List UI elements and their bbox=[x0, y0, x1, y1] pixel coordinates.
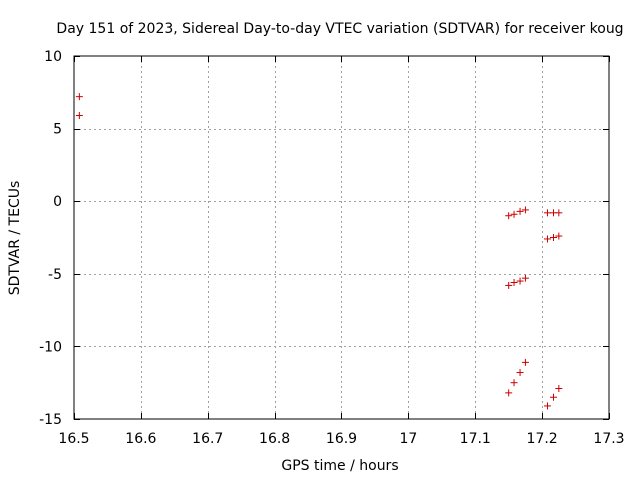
x-tick-label: 16.7 bbox=[192, 431, 223, 447]
chart-title: Day 151 of 2023, Sidereal Day-to-day VTE… bbox=[56, 21, 623, 37]
y-tick-label: -10 bbox=[39, 339, 62, 355]
data-point bbox=[555, 232, 563, 240]
data-point bbox=[510, 210, 518, 218]
data-point bbox=[521, 274, 529, 282]
data-point bbox=[505, 212, 513, 220]
y-tick-label: 0 bbox=[53, 194, 62, 210]
y-tick-label: 10 bbox=[44, 49, 62, 65]
data-point bbox=[516, 277, 524, 285]
x-tick-label: 16.8 bbox=[259, 431, 290, 447]
data-point bbox=[516, 369, 524, 377]
x-axis: 16.5 16.6 16.7 16.8 16.9 17 17.1 17.2 17.3 bbox=[58, 56, 625, 447]
data-point bbox=[543, 235, 551, 243]
data-point bbox=[505, 281, 513, 289]
y-tick-label: 5 bbox=[53, 122, 62, 138]
data-point bbox=[555, 209, 563, 217]
data-point bbox=[543, 209, 551, 217]
data-series bbox=[75, 93, 563, 410]
x-tick-label: 17.3 bbox=[593, 431, 624, 447]
data-point bbox=[521, 358, 529, 366]
data-point bbox=[521, 206, 529, 214]
data-point bbox=[549, 393, 557, 401]
x-tick-label: 16.9 bbox=[326, 431, 357, 447]
y-tick-label: -5 bbox=[48, 267, 62, 283]
x-tick-label: 17.1 bbox=[460, 431, 491, 447]
x-tick-label: 17.2 bbox=[527, 431, 558, 447]
data-point bbox=[510, 279, 518, 287]
x-tick-label: 16.6 bbox=[125, 431, 156, 447]
data-point bbox=[75, 112, 83, 120]
data-point bbox=[75, 93, 83, 101]
y-tick-label: -15 bbox=[39, 412, 62, 428]
data-point bbox=[505, 389, 513, 397]
x-tick-label: 17 bbox=[399, 431, 417, 447]
x-axis-label: GPS time / hours bbox=[281, 458, 398, 474]
grid-lines bbox=[74, 56, 609, 419]
data-point bbox=[543, 402, 551, 410]
x-tick-label: 16.5 bbox=[58, 431, 89, 447]
data-point bbox=[510, 379, 518, 387]
y-axis-label: SDTVAR / TECUs bbox=[7, 181, 23, 296]
y-axis: 10 5 0 -5 -10 -15 bbox=[39, 49, 609, 428]
data-point bbox=[549, 234, 557, 241]
data-point bbox=[516, 207, 524, 215]
data-point bbox=[555, 385, 563, 393]
